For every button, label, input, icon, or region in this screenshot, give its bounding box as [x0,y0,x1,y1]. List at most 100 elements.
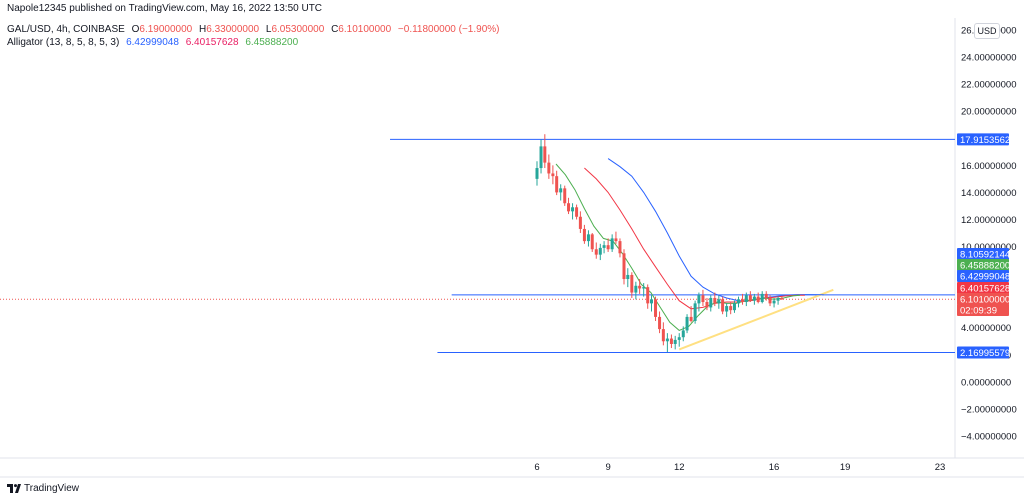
candle-2 [543,134,547,169]
high-label: H [199,24,207,35]
candle-37 [681,326,685,342]
low-label: L [265,24,272,35]
candle-25 [634,281,638,300]
x-tick-label: 23 [935,462,946,473]
candle-60 [772,297,776,308]
candle-body [741,299,745,303]
candle-body [764,293,768,298]
price-tag-0-text: 8.10592144 [960,250,1010,261]
candle-body [725,306,729,312]
y-tick-label: 24.00000000 [961,53,1016,64]
candle-body [748,295,752,301]
candle-body [768,297,772,304]
currency-button[interactable]: USD [974,23,1000,39]
candles [535,134,784,353]
candle-48 [725,303,729,317]
price-tag-3: 6.40157628 [957,282,1010,295]
lips-value: 6.45888200 [245,37,299,48]
candle-body [582,228,586,242]
candle-15 [594,242,598,259]
trendline [678,288,834,351]
candle-32 [661,322,665,346]
y-tick-label: 0.00000000 [961,377,1011,388]
y-tick-label: 12.00000000 [961,215,1016,226]
line-price-tag-2-text: 2.16995579 [960,348,1010,359]
candle-0 [535,161,539,186]
close-label: C [331,24,339,35]
candle-body [729,306,733,311]
tradingview-logo-icon [7,483,21,493]
candle-body [563,188,567,204]
indicator-legend[interactable]: Alligator (13, 8, 5, 8, 5, 3) 6.42999048… [7,37,298,48]
candle-17 [602,241,606,254]
price-tag-3-text: 6.40157628 [960,284,1010,295]
candle-body [567,203,571,212]
open-label: O [131,24,140,35]
price-tag-3-bg [957,282,1009,294]
candle-59 [768,295,772,307]
candle-body [575,207,579,217]
line-price-tag-0-bg [957,133,1009,146]
x-tick-label: 9 [605,462,610,473]
candle-61 [776,296,780,305]
line-price-tag-0-text: 17.91535620 [960,135,1015,146]
x-tick-label: 16 [769,462,780,473]
candle-body [654,299,658,317]
price-tag-4-bg [957,293,1009,305]
tradingview-brand[interactable]: TradingView [7,483,79,494]
candle-body [709,297,713,308]
y-tick-label: −2.00000000 [961,404,1017,415]
candle-body [760,293,764,303]
countdown-tag: 02:09:39 [957,304,1009,317]
line-price-tag-0: 17.91535620 [957,133,1015,146]
candle-body [685,316,689,331]
candle-30 [654,296,658,321]
candle-18 [606,238,610,252]
chart-background [0,18,1024,478]
candle-43 [705,297,709,311]
candle-10 [575,204,579,220]
candle-56 [756,292,760,304]
candle-51 [737,296,740,308]
candle-42 [701,289,705,307]
candle-body [673,339,677,344]
candle-body [638,285,642,289]
candle-body [776,298,780,301]
high-value: 6.33000000 [206,24,260,35]
candle-24 [630,272,634,298]
x-tick-label: 19 [840,462,851,473]
price-tag-1: 6.45888200 [957,259,1010,272]
candle-body [559,188,563,193]
candle-44 [709,295,713,312]
y-tick-label: 16.00000000 [961,161,1016,172]
candle-7 [563,185,567,206]
teeth-value: 6.40157628 [185,37,239,48]
candle-46 [717,295,721,309]
candle-36 [677,333,681,347]
countdown-bg [957,304,1009,316]
candle-5 [555,170,559,196]
price-tag-0: 8.10592144 [957,248,1010,261]
candle-body [752,296,756,301]
candle-22 [622,249,626,285]
candle-body [622,253,626,280]
candle-body [555,176,559,193]
candle-body [713,297,717,304]
candle-body [598,247,602,255]
candle-52 [741,293,745,305]
price-tag-0-bg [957,248,1009,260]
candle-8 [567,197,571,215]
candle-58 [764,291,768,301]
candle-body [649,299,653,304]
candle-body [594,249,598,255]
candle-4 [551,165,555,185]
candle-body [551,173,555,177]
candle-50 [732,300,736,313]
candle-body [539,146,543,169]
time-axis: 6 9 12 16 19 23 [534,462,945,473]
candle-body [701,295,705,303]
candle-14 [590,233,594,252]
candle-body [661,329,665,342]
